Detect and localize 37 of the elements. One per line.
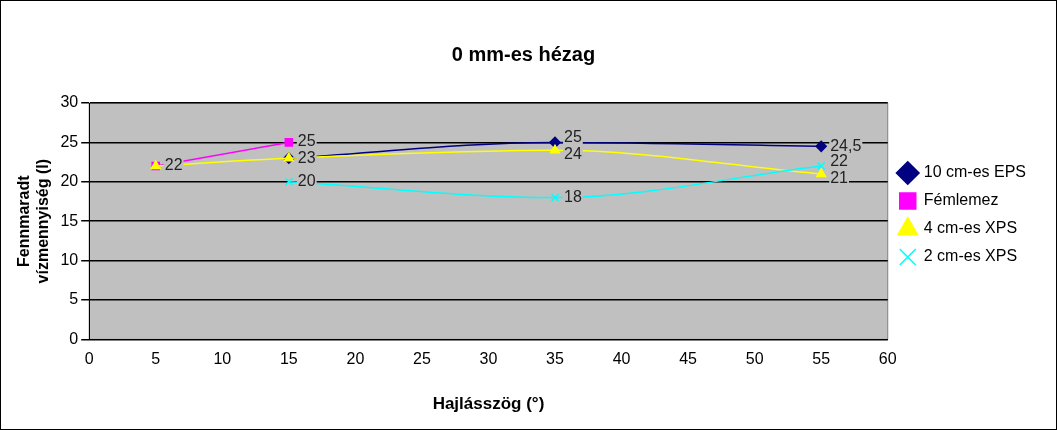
x-tick-label: 60 [878,350,897,368]
data-label: 22 [830,151,849,169]
legend-label: Fémlemez [923,191,999,209]
x-tick-label: 55 [812,350,831,368]
data-label: 18 [564,187,582,205]
x-tick-label: 45 [679,350,698,368]
x-axis-title: Hajlásszög (°) [432,394,545,414]
x-tick-label: 15 [279,350,298,368]
data-label: 24 [564,145,582,163]
data-label: 21 [830,168,849,186]
legend-label: 2 cm-es XPS [923,247,1018,265]
y-tick-label: 20 [60,172,79,190]
data-label: 23 [297,149,316,167]
y-tick-label: 30 [60,93,79,111]
y-tick-label: 25 [60,132,79,150]
x-tick-label: 0 [84,350,94,368]
y-axis-title: Fennmaradt vízmennyiség (l) [15,158,52,284]
x-tick-label: 10 [213,350,232,368]
y-tick-label: 10 [60,251,79,269]
data-label: 25 [564,128,582,146]
y-tick-label: 15 [60,211,79,229]
x-tick-label: 50 [745,350,764,368]
data-label: 24,5 [830,136,862,154]
y-tick-label: 5 [69,290,79,308]
x-tick-label: 35 [546,350,565,368]
x-tick-label: 30 [479,350,498,368]
data-label: 22 [164,156,183,174]
x-tick-label: 5 [151,350,161,368]
data-label: 25 [297,132,316,150]
chart-title: 0 mm-es hézag [451,42,596,65]
legend-label: 10 cm-es EPS [923,163,1027,181]
legend-label: 4 cm-es XPS [923,219,1018,237]
data-label: 20 [297,172,316,190]
x-tick-label: 40 [612,350,631,368]
y-tick-label: 0 [69,329,79,347]
x-tick-label: 20 [346,350,365,368]
x-tick-label: 25 [413,350,431,368]
